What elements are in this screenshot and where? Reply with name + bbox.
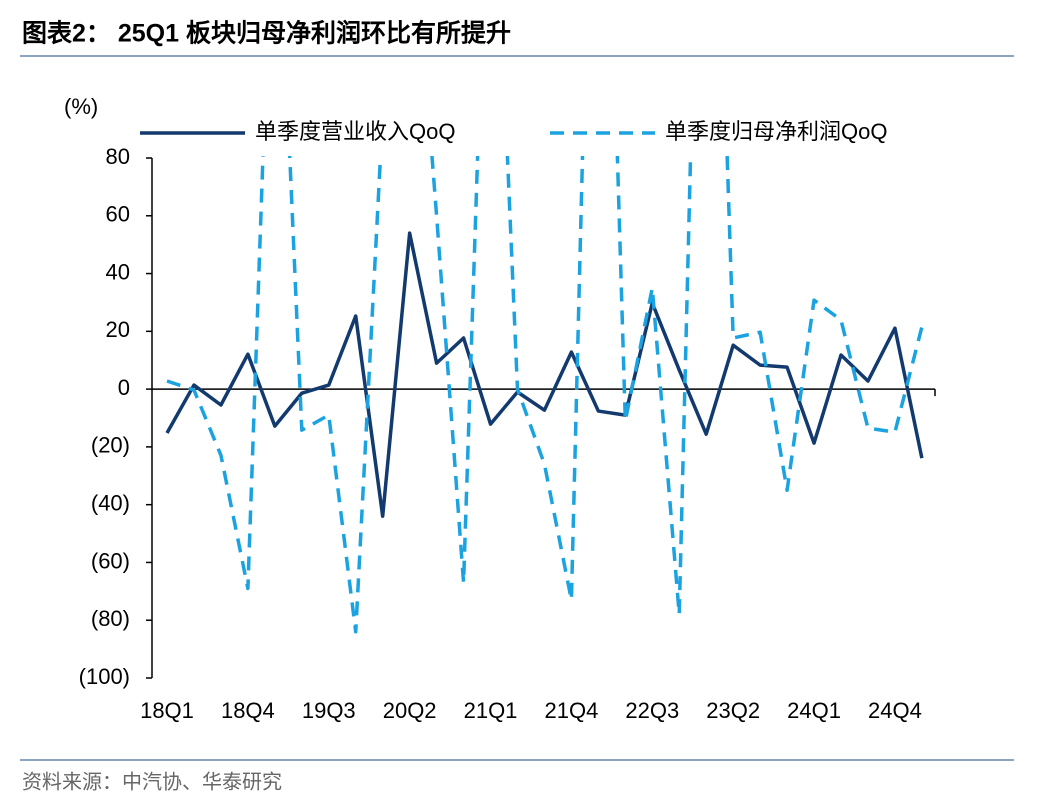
line-series xyxy=(165,231,924,518)
line-series xyxy=(166,156,924,634)
y-tick-label: 0 xyxy=(118,375,130,400)
x-tick-label: 18Q1 xyxy=(140,698,194,723)
source: 资料来源：中汽协、华泰研究 xyxy=(22,770,282,793)
x-tick-label: 24Q1 xyxy=(787,698,841,723)
x-tick-label: 18Q4 xyxy=(221,698,275,723)
chart-title: 图表2： 25Q1 板块归母净利润环比有所提升 xyxy=(22,19,511,48)
y-tick-label: 20 xyxy=(106,317,130,342)
x-tick-label: 21Q1 xyxy=(464,698,518,723)
x-tick-label: 21Q4 xyxy=(544,698,598,723)
x-tick-label: 19Q3 xyxy=(302,698,356,723)
legend-label: 单季度归母净利润QoQ xyxy=(665,119,887,144)
y-tick-label: 80 xyxy=(106,144,130,169)
y-axis-label: (%) xyxy=(64,94,98,119)
y-tick-label: (40) xyxy=(91,490,130,515)
x-tick-label: 23Q2 xyxy=(706,698,760,723)
y-tick-label: 60 xyxy=(106,202,130,227)
legend-label: 单季度营业收入QoQ xyxy=(255,119,455,144)
plot-area xyxy=(165,156,924,634)
y-tick-label: (20) xyxy=(91,433,130,458)
x-tick-label: 22Q3 xyxy=(625,698,679,723)
x-tick-label: 20Q2 xyxy=(383,698,437,723)
y-tick-label: (100) xyxy=(79,664,130,689)
y-tick-label: 40 xyxy=(106,259,130,284)
x-tick-label: 24Q4 xyxy=(868,698,922,723)
y-tick-label: (60) xyxy=(91,548,130,573)
y-tick-label: (80) xyxy=(91,606,130,631)
